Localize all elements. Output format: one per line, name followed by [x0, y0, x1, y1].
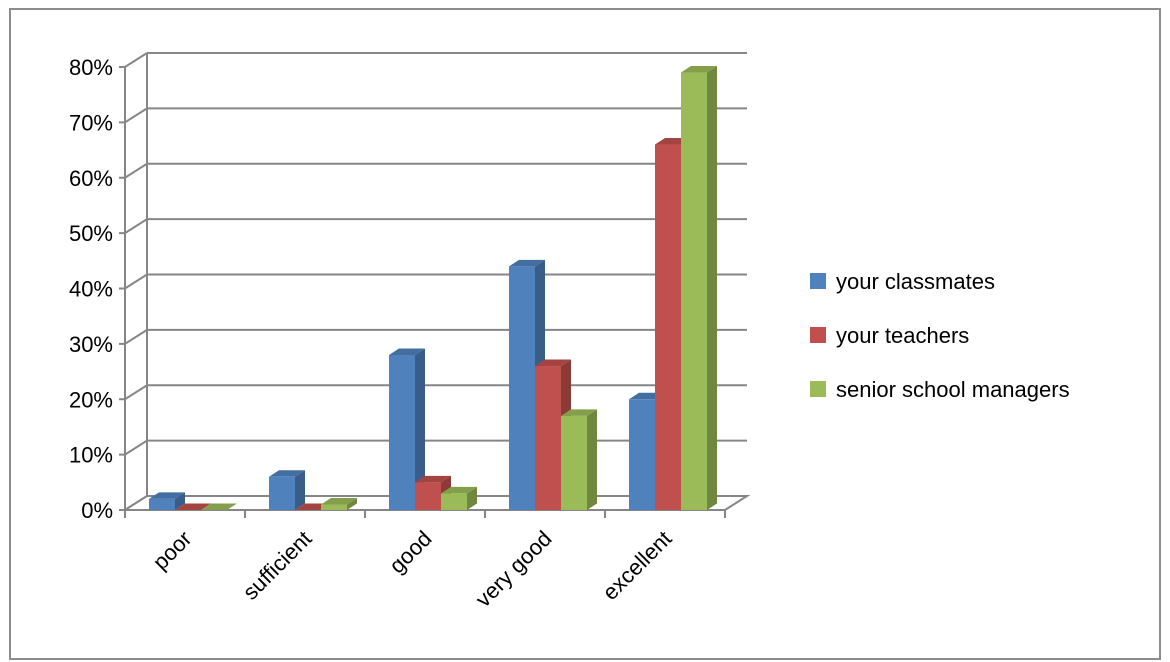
bar-top: [175, 503, 211, 510]
x-tick-label: excellent: [597, 526, 676, 605]
x-tick-label: good: [384, 526, 436, 578]
bar-side: [295, 470, 305, 510]
gridline-side: [124, 52, 148, 68]
bar-side: [467, 486, 477, 510]
y-tick-label: 80%: [69, 55, 113, 80]
bar: [509, 266, 535, 510]
bar: [415, 482, 441, 510]
bar-side: [415, 348, 425, 510]
bar: [441, 493, 467, 510]
legend-swatch: [810, 381, 826, 397]
legend-label: your classmates: [836, 269, 995, 294]
y-tick-label: 70%: [69, 110, 113, 135]
bar: [269, 476, 295, 510]
bar-top: [389, 348, 425, 355]
bar: [629, 399, 655, 510]
x-tick-label: poor: [148, 526, 197, 575]
bar-side: [347, 497, 357, 510]
bar-top: [535, 359, 571, 367]
bar-top: [441, 486, 477, 494]
y-tick-label: 10%: [69, 443, 113, 468]
legend-label: senior school managers: [836, 377, 1070, 402]
bar-top: [681, 66, 717, 73]
bar-side: [587, 409, 597, 510]
y-tick-label: 20%: [69, 387, 113, 412]
x-tick-label: sufficient: [238, 526, 317, 605]
bar-top: [201, 503, 237, 510]
y-tick-label: 50%: [69, 221, 113, 246]
bar-top: [149, 492, 185, 499]
bar-top: [321, 497, 357, 505]
bar: [655, 144, 681, 510]
x-tick-label: very good: [471, 526, 557, 612]
legend-swatch: [810, 273, 826, 289]
bar-top: [269, 470, 305, 477]
bar-side: [175, 492, 185, 510]
gridline-side: [124, 273, 148, 290]
chart-area: [9, 8, 1161, 660]
legend-swatch: [810, 327, 826, 343]
bar-top: [561, 409, 597, 416]
bar-side: [707, 66, 717, 510]
bar-top: [415, 475, 451, 483]
gridline-side: [124, 439, 148, 456]
legend-label: your teachers: [836, 323, 969, 348]
bar-top: [509, 259, 545, 267]
gridline-side: [124, 329, 148, 345]
bar: [535, 366, 561, 510]
y-tick-label: 40%: [69, 277, 113, 302]
bar: [561, 415, 587, 510]
bar: [681, 72, 707, 510]
gridline-side: [124, 384, 148, 401]
bar: [149, 498, 175, 510]
bar: [389, 354, 415, 510]
gridline-side: [124, 162, 148, 179]
y-tick-label: 0%: [81, 498, 113, 523]
bar: [321, 504, 347, 510]
gridline-side: [124, 218, 148, 234]
gridline-side: [124, 107, 148, 124]
y-tick-label: 30%: [69, 332, 113, 357]
y-tick-label: 60%: [69, 166, 113, 191]
